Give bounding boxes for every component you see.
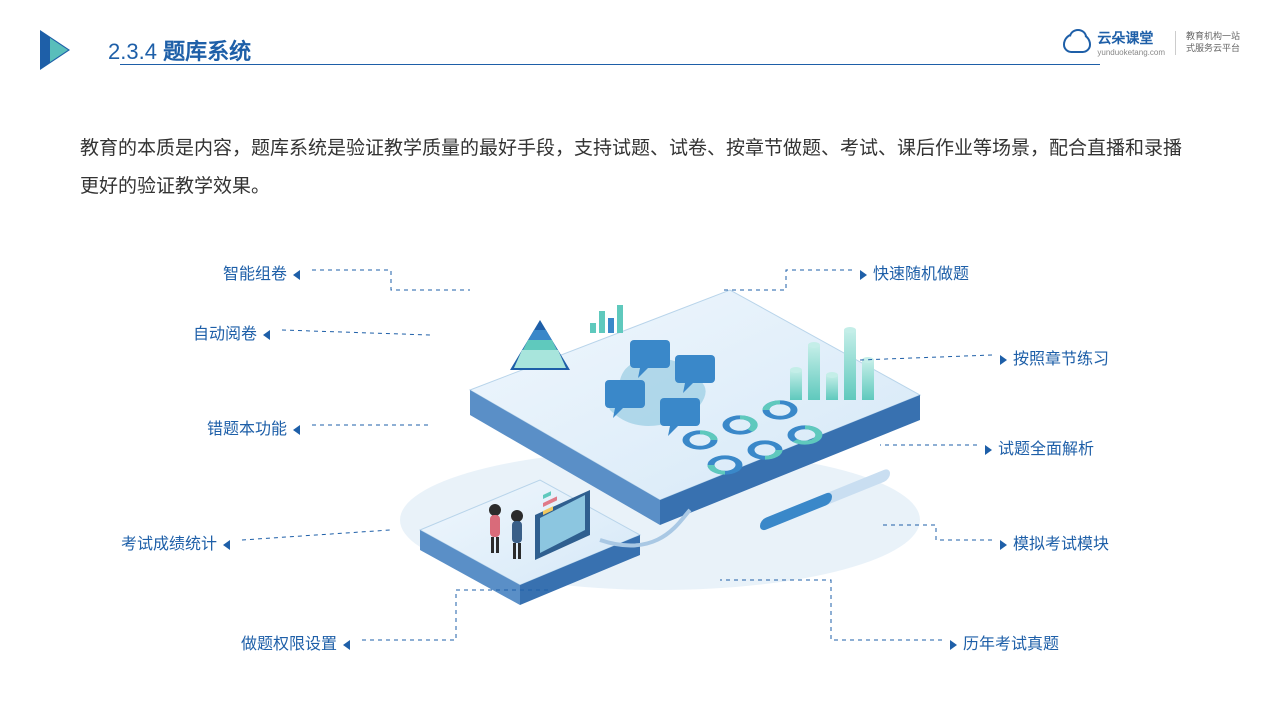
triangle-icon: [293, 270, 300, 280]
logo-text-block: 云朵课堂 yunduoketang.com: [1097, 28, 1165, 57]
logo-divider: [1175, 31, 1176, 55]
feature-label: 自动阅卷: [193, 320, 270, 344]
triangle-icon: [223, 540, 230, 550]
section-number: 2.3.4: [108, 39, 157, 64]
feature-label: 智能组卷: [223, 260, 300, 284]
feature-text: 智能组卷: [223, 266, 287, 283]
feature-label: 做题权限设置: [241, 630, 350, 654]
title-label: 题库系统: [163, 39, 251, 64]
cloud-icon: [1063, 33, 1091, 53]
title-arrow-accent-icon: [50, 38, 68, 62]
isometric-illustration: [360, 260, 960, 640]
feature-text: 按照章节练习: [1013, 351, 1109, 368]
slide-title: 2.3.4 题库系统: [108, 34, 251, 66]
triangle-icon: [293, 425, 300, 435]
triangle-icon: [343, 640, 350, 650]
feature-text: 做题权限设置: [241, 636, 337, 653]
feature-label: 历年考试真题: [950, 630, 1059, 654]
feature-text: 模拟考试模块: [1013, 536, 1109, 553]
tagline-line1: 教育机构一站: [1186, 31, 1240, 43]
triangle-icon: [950, 640, 957, 650]
feature-label: 快速随机做题: [860, 260, 969, 284]
feature-label: 模拟考试模块: [1000, 530, 1109, 554]
triangle-icon: [860, 270, 867, 280]
brand-name: 云朵课堂: [1097, 30, 1153, 46]
feature-label: 试题全面解析: [985, 435, 1094, 459]
feature-label: 按照章节练习: [1000, 345, 1109, 369]
feature-label: 错题本功能: [207, 415, 300, 439]
feature-text: 错题本功能: [207, 421, 287, 438]
brand-logo: 云朵课堂 yunduoketang.com 教育机构一站 式服务云平台: [1063, 28, 1240, 57]
feature-diagram: 智能组卷自动阅卷错题本功能考试成绩统计做题权限设置 快速随机做题按照章节练习试题全…: [80, 230, 1200, 680]
tagline-line2: 式服务云平台: [1186, 43, 1240, 55]
triangle-icon: [263, 330, 270, 340]
feature-text: 考试成绩统计: [121, 536, 217, 553]
feature-text: 快速随机做题: [873, 266, 969, 283]
brand-domain: yunduoketang.com: [1097, 48, 1165, 57]
feature-text: 试题全面解析: [998, 441, 1094, 458]
feature-text: 自动阅卷: [193, 326, 257, 343]
triangle-icon: [1000, 355, 1007, 365]
slide-description: 教育的本质是内容，题库系统是验证教学质量的最好手段，支持试题、试卷、按章节做题、…: [80, 130, 1200, 206]
triangle-icon: [985, 445, 992, 455]
feature-label: 考试成绩统计: [121, 530, 230, 554]
title-underline: [120, 64, 1100, 65]
brand-tagline: 教育机构一站 式服务云平台: [1186, 31, 1240, 54]
triangle-icon: [1000, 540, 1007, 550]
feature-text: 历年考试真题: [963, 636, 1059, 653]
